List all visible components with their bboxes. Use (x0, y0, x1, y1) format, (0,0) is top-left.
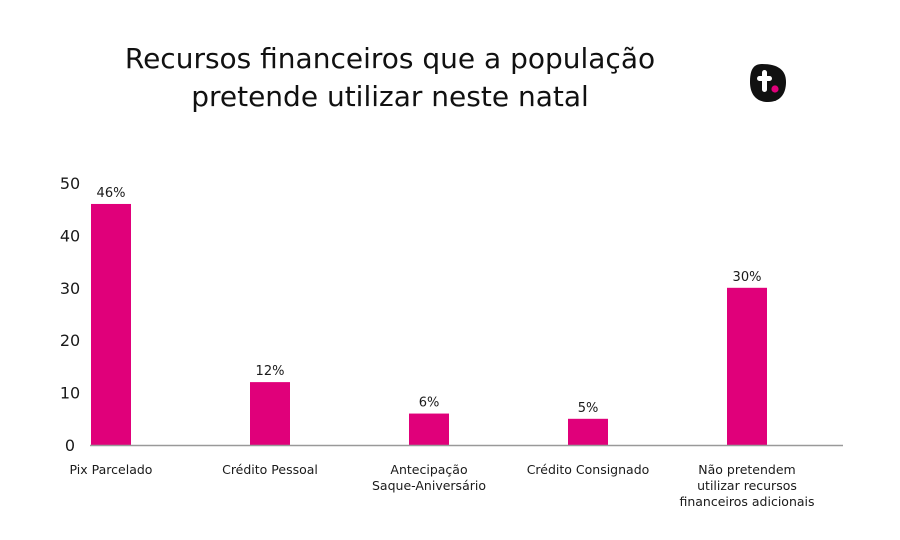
y-tick-label: 20 (60, 331, 80, 350)
y-tick-label: 50 (60, 174, 80, 193)
chart-title-line-2: pretende utilizar neste natal (191, 80, 589, 113)
y-tick-label: 10 (60, 384, 80, 403)
category-label: Não pretendem (698, 462, 795, 477)
category-label: Saque-Aniversário (372, 478, 486, 493)
category-label: Pix Parcelado (70, 462, 153, 477)
chart-title-line-1: Recursos financeiros que a população (124, 42, 656, 75)
y-tick-label: 40 (60, 226, 80, 245)
bar (250, 382, 290, 445)
category-label: Crédito Pessoal (222, 462, 318, 477)
bar (568, 418, 608, 445)
data-label: 12% (256, 364, 285, 379)
brand-logo-icon (750, 64, 786, 102)
y-tick-label: 0 (65, 436, 75, 455)
data-label: 6% (419, 396, 440, 411)
chart-title: Recursos financeiros que a população pre… (60, 40, 720, 116)
category-label: utilizar recursos (697, 478, 797, 493)
y-tick-label: 30 (60, 279, 80, 298)
category-label: Antecipação (390, 462, 467, 477)
category-label: financeiros adicionais (679, 494, 814, 509)
data-label: 46% (97, 186, 126, 201)
bar (409, 413, 449, 445)
data-label: 5% (578, 401, 599, 416)
category-label: Crédito Consignado (527, 462, 650, 477)
bar (727, 287, 767, 445)
data-label: 30% (733, 270, 762, 285)
bar (91, 203, 131, 445)
